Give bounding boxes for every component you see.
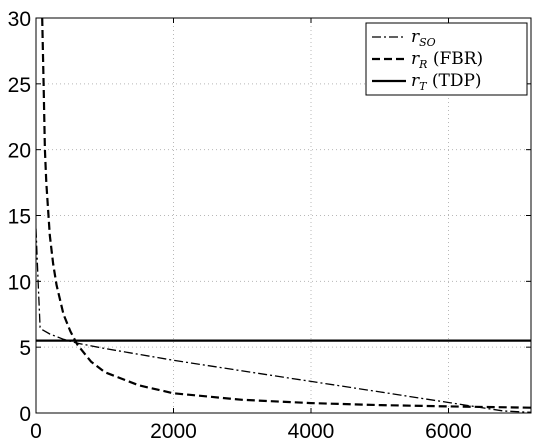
y-tick-label: 25 [8, 74, 31, 97]
series-lines [36, 18, 531, 413]
axis-ticks: 0 2000 4000 6000 0 5 10 15 20 25 30 [8, 8, 531, 442]
y-tick-label: 15 [8, 206, 31, 229]
y-tick-label: 10 [8, 271, 31, 294]
legend-box [365, 22, 528, 96]
series-line-1 [36, 228, 531, 413]
y-tick-label: 30 [8, 8, 31, 31]
x-tick-label: 0 [30, 420, 42, 442]
legend-entry-2: rR (FBR) [411, 49, 483, 71]
legend-entry-1: rSO [411, 27, 436, 49]
y-tick-label: 0 [19, 403, 31, 426]
y-tick-label: 5 [19, 337, 31, 360]
x-tick-label: 4000 [288, 420, 335, 442]
x-tick-label: 2000 [150, 420, 197, 442]
series-line-2 [41, 18, 531, 409]
x-tick-label: 6000 [425, 420, 472, 442]
y-tick-label: 20 [8, 140, 31, 163]
legend-entry-3: rT (TDP) [411, 71, 482, 93]
